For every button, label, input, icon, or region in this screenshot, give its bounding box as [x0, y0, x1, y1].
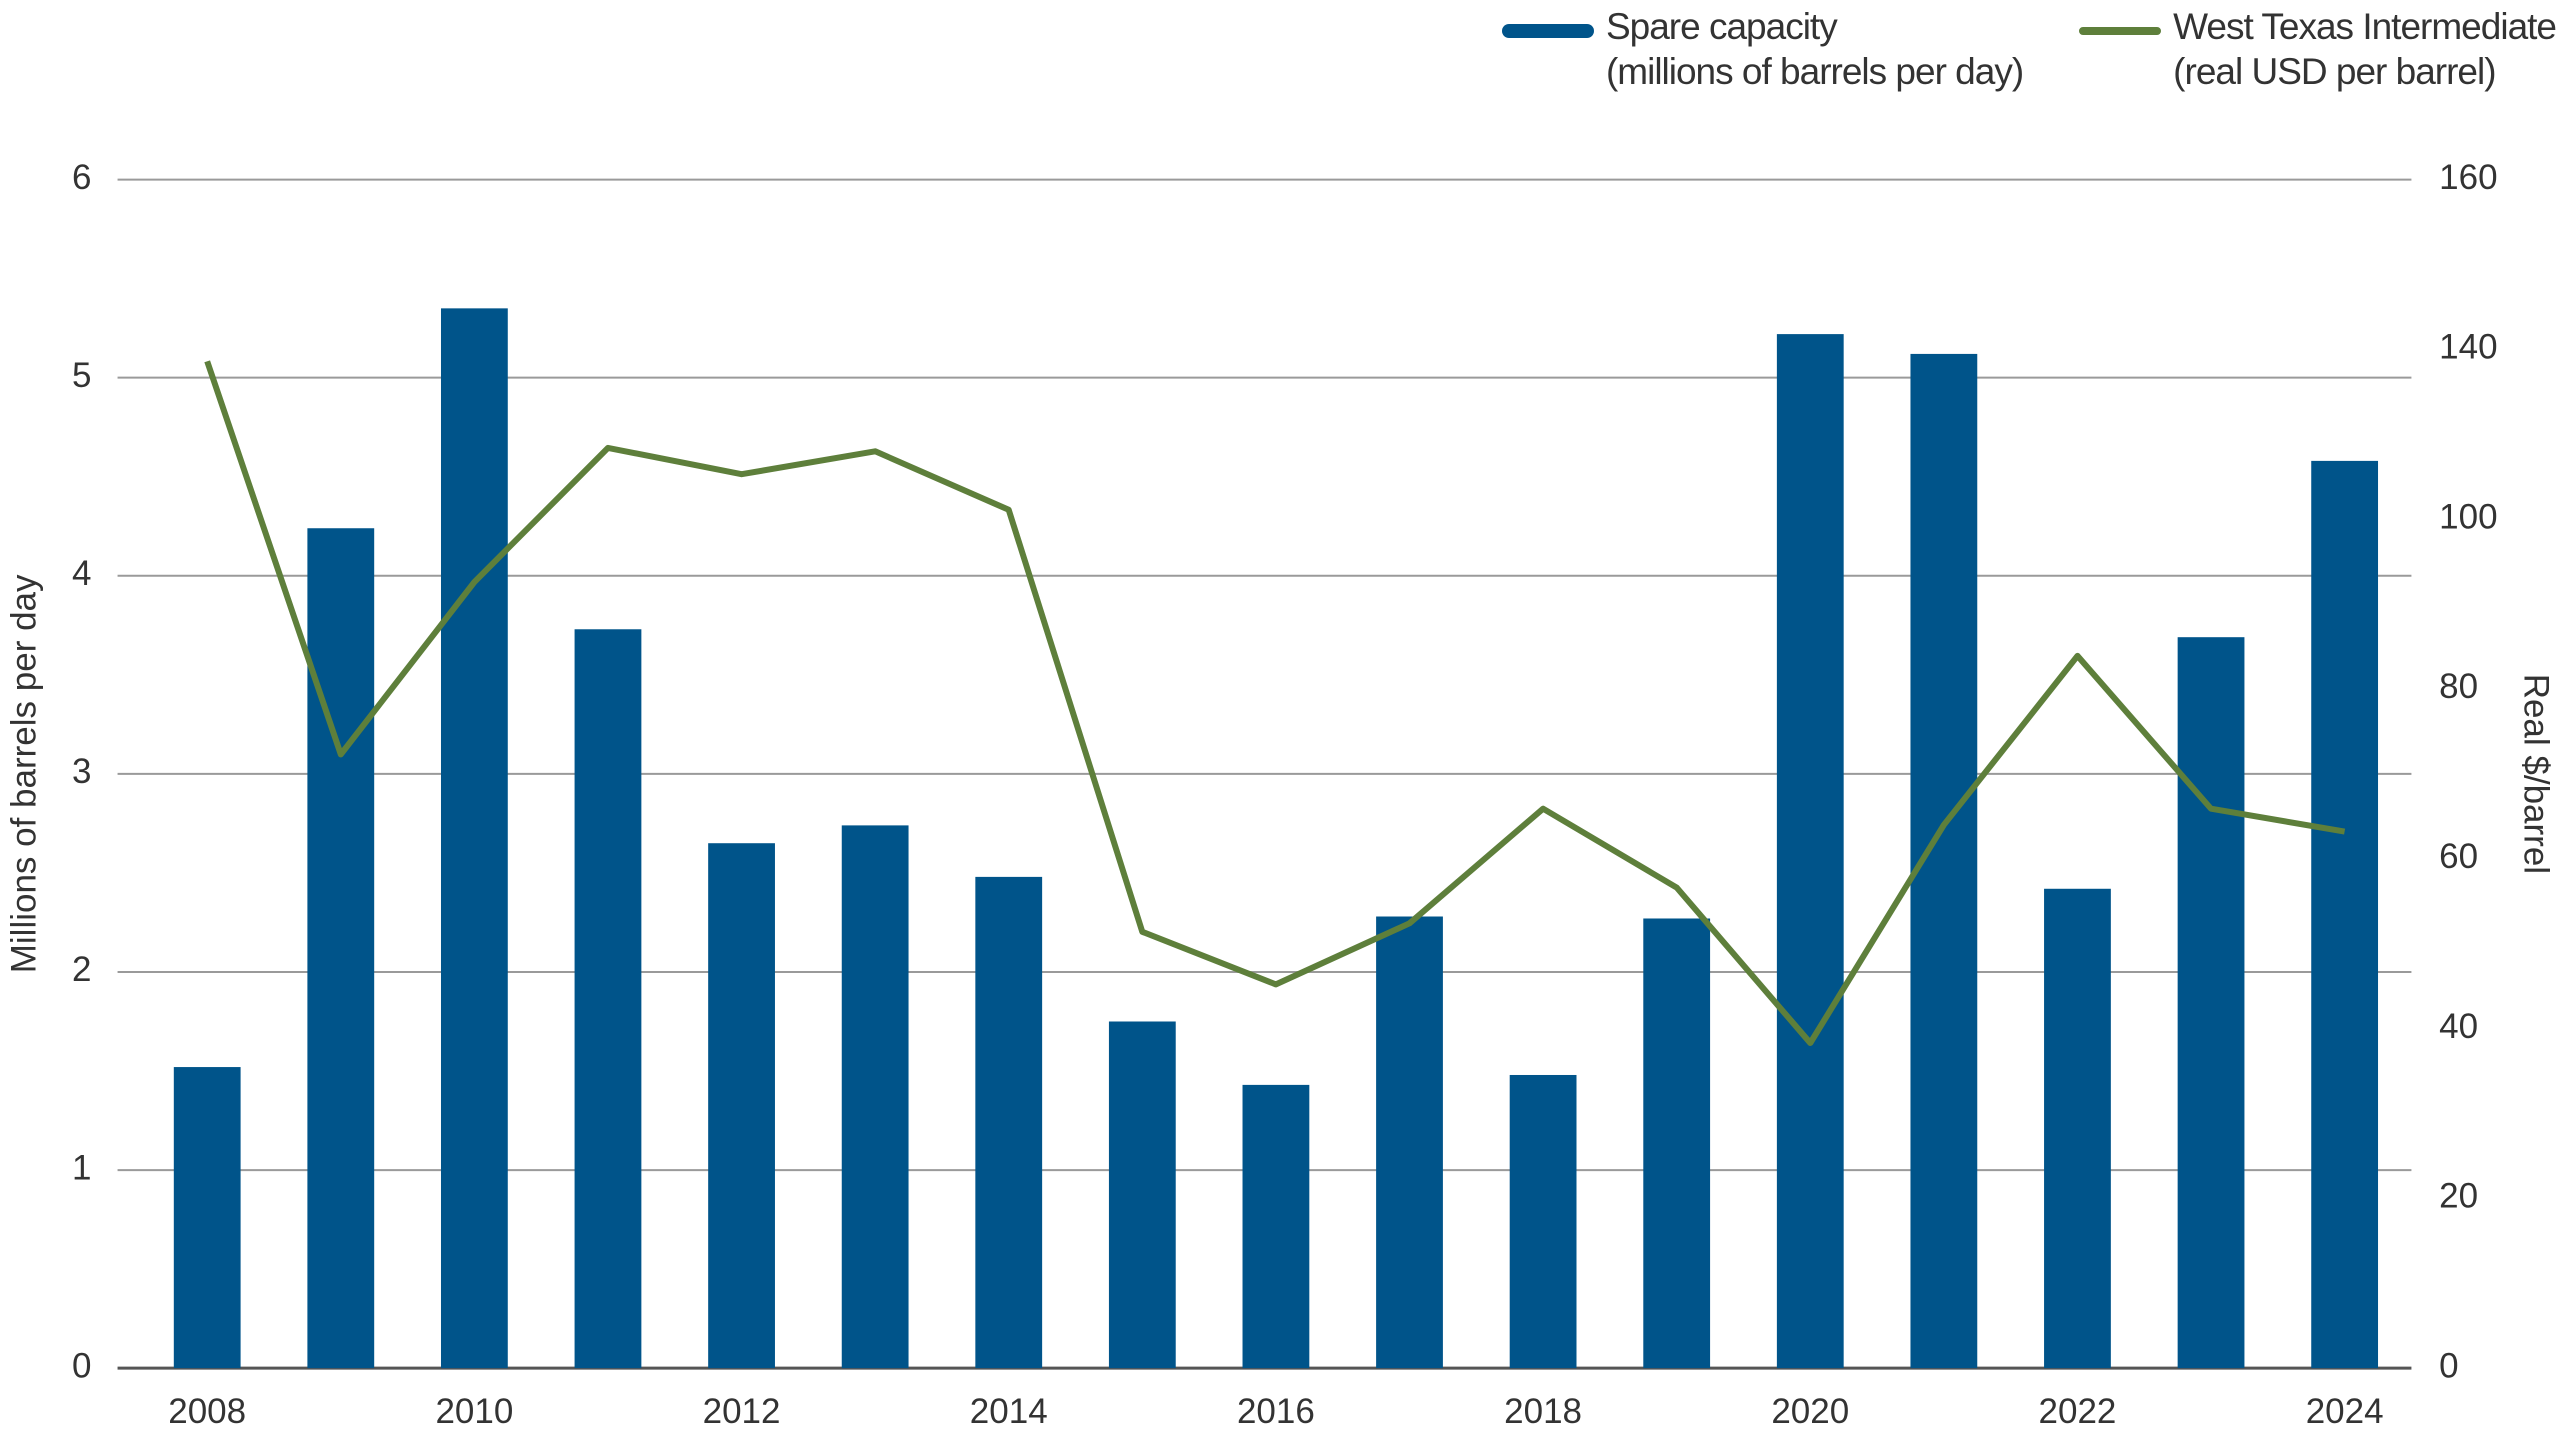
- bar: [307, 528, 375, 1369]
- bar: [574, 629, 642, 1369]
- y2-tick-label: 160: [2439, 158, 2497, 197]
- legend: Spare capacity (millions of barrels per …: [1501, 4, 2557, 94]
- legend-item: West Texas Intermediate (real USD per ba…: [2079, 4, 2557, 94]
- x-tick-label: 2008: [168, 1392, 246, 1431]
- y2-tick-label: 40: [2439, 1007, 2478, 1046]
- bar: [975, 876, 1043, 1369]
- legend-label: West Texas Intermediate (real USD per ba…: [2173, 6, 2557, 92]
- x-tick-label: 2016: [1237, 1392, 1315, 1431]
- y2-tick-label: 0: [2439, 1346, 2458, 1385]
- bar: [2311, 460, 2379, 1369]
- bar: [841, 825, 909, 1369]
- bar: [1108, 1021, 1176, 1369]
- y-tick-label: 2: [72, 950, 91, 989]
- x-tick-label: 2018: [1504, 1392, 1582, 1431]
- legend-label: Spare capacity (millions of barrels per …: [1605, 6, 2024, 92]
- bar: [1776, 334, 1844, 1369]
- x-tick-label: 2020: [1771, 1392, 1849, 1431]
- x-tick-label: 2010: [435, 1392, 513, 1431]
- bar: [440, 308, 508, 1369]
- y2-tick-label: 20: [2439, 1177, 2478, 1216]
- bar: [708, 843, 775, 1369]
- bar: [1242, 1084, 1310, 1369]
- x-tick-label: 2014: [970, 1392, 1048, 1431]
- y2-tick-label: 80: [2439, 667, 2478, 706]
- y2-tick-label: 100: [2439, 497, 2497, 536]
- bar: [1509, 1074, 1577, 1369]
- legend-item: Spare capacity (millions of barrels per …: [1501, 4, 2024, 94]
- x-tick-label: 2022: [2039, 1392, 2117, 1431]
- legend-swatch: [1501, 24, 1594, 38]
- y2-tick-label: 140: [2439, 328, 2497, 367]
- line: [204, 360, 2346, 1046]
- bar: [2044, 888, 2111, 1369]
- y-tick-label: 0: [72, 1346, 91, 1385]
- bar: [173, 1067, 241, 1369]
- bar: [2177, 637, 2245, 1369]
- y-tick-label: 1: [72, 1148, 91, 1187]
- y-tick-label: 6: [72, 158, 91, 197]
- legend-swatch: [2079, 27, 2162, 35]
- y2-axis-label: Real $/barrel: [2517, 674, 2556, 874]
- y2-tick-label: 60: [2439, 837, 2478, 876]
- y-tick-label: 3: [72, 752, 91, 791]
- x-tick-label: 2024: [2306, 1392, 2384, 1431]
- y-tick-label: 4: [72, 554, 91, 593]
- y-axis-label: Millions of barrels per day: [4, 574, 43, 973]
- x-tick-label: 2012: [703, 1392, 781, 1431]
- bar: [1376, 916, 1443, 1369]
- y-tick-label: 5: [72, 356, 91, 395]
- bar: [1643, 918, 1711, 1369]
